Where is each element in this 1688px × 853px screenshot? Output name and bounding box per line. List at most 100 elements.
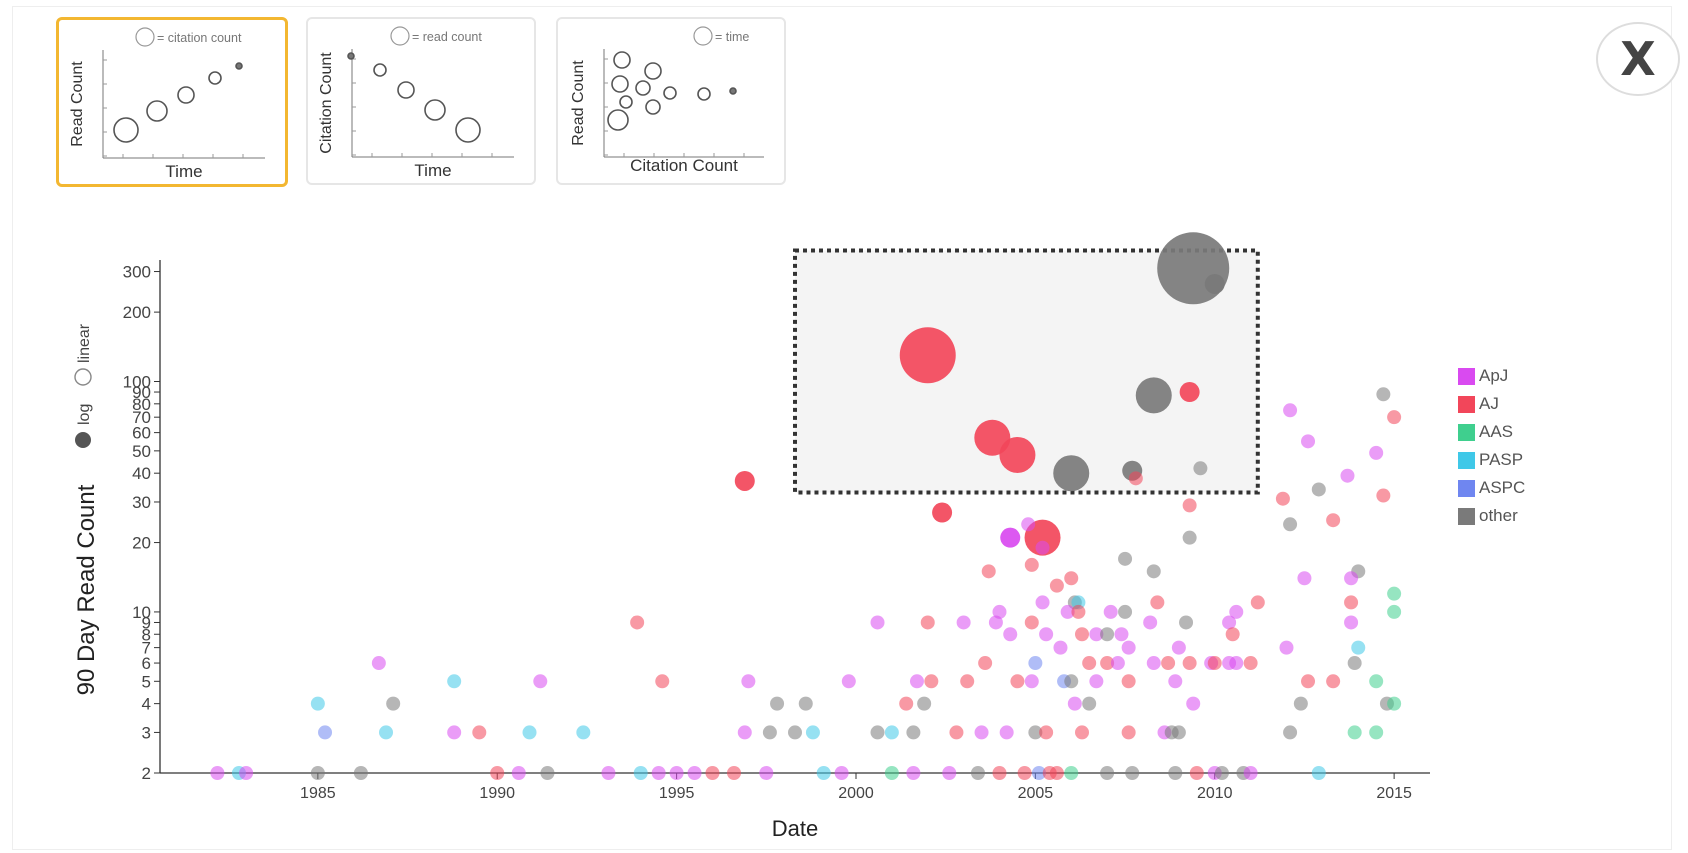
data-point [1229,656,1244,671]
y-tick-label: 30 [132,493,151,512]
thumbnail-legend-text: = read count [412,30,482,44]
y-tick-label: 10 [132,603,151,622]
data-point [970,766,985,780]
thumbnail-x-label: Time [414,161,451,180]
data-point [1193,461,1208,476]
data-point [1067,696,1082,711]
data-point [1049,578,1064,593]
thumbnail-read-count-vs-time[interactable]: = citation count Read Count Time [56,17,288,187]
data-point [1064,674,1079,689]
data-point [1229,604,1244,619]
data-point [788,725,802,740]
data-point [310,696,325,711]
data-point [1135,377,1172,414]
legend-swatch [1458,479,1475,497]
data-point [1082,656,1097,671]
data-point [1000,527,1021,548]
thumbnail-bubble [635,80,651,96]
data-point [1344,615,1359,630]
data-point [1039,627,1054,642]
y-axis-title: 90 Day Read Count [73,484,100,695]
data-point [1121,674,1136,689]
thumbnail-y-label: Read Count [570,60,587,146]
thumbnail-legend-text: = citation count [157,31,242,45]
data-point [960,674,975,689]
data-point [1003,627,1018,642]
data-point [1089,674,1104,689]
data-point [1100,766,1115,780]
data-point [727,766,742,780]
data-point [1387,586,1402,601]
data-point [1100,627,1115,642]
linear-radio-label: linear [76,323,93,363]
legend-swatch [1458,451,1475,469]
thumbnail-bubble [347,52,355,60]
log-radio-button[interactable] [75,432,91,448]
data-point [981,564,996,579]
thumbnail-bubble [607,109,629,131]
close-button[interactable]: X [1596,22,1680,96]
data-point [1214,766,1229,780]
data-point [1053,640,1068,655]
y-tick-label: 100 [123,372,151,391]
legend-swatch [1458,423,1475,441]
data-point [447,674,462,689]
data-point [1179,615,1194,630]
data-point [1150,595,1165,610]
x-tick-label: 2010 [1197,785,1233,802]
x-tick-label: 1995 [659,785,695,802]
data-point [655,674,670,689]
data-point [1024,615,1039,630]
thumbnail-bubble [397,81,415,99]
x-tick-label: 1990 [479,785,515,802]
data-point [318,725,333,740]
x-tick-label: 2005 [1018,785,1054,802]
data-point [917,696,932,711]
data-point [770,696,785,711]
data-point [1143,615,1158,630]
legend-item-apj[interactable]: ApJ [1458,362,1525,390]
thumbnail-citation-count-vs-time[interactable]: = read count Citation Count Time [306,17,536,185]
data-point [1128,471,1143,486]
data-point [805,725,820,740]
legend-label: AJ [1479,394,1499,413]
thumbnail-read-count-vs-citation-count[interactable]: = time Read Count Citation Count [556,17,786,185]
thumbnail-x-label: Time [165,162,202,181]
data-point [1024,557,1039,572]
thumbnail-plot: = citation count Read Count Time [69,27,265,181]
data-point [1243,656,1258,671]
data-point [651,766,666,780]
data-point [533,674,548,689]
thumbnail-bubble [611,75,629,93]
data-point [816,766,831,780]
legend-item-aspc[interactable]: ASPC [1458,474,1525,502]
data-point [1376,387,1391,402]
thumbnail-bubble [697,87,711,101]
legend-item-other[interactable]: other [1458,502,1525,530]
data-point [522,725,537,740]
data-point [1024,674,1039,689]
x-tick-label: 2000 [838,785,874,802]
y-tick-label: 40 [132,464,151,483]
legend-item-aj[interactable]: AJ [1458,390,1525,418]
data-point [1121,640,1136,655]
legend-item-pasp[interactable]: PASP [1458,446,1525,474]
y-tick-label: 9 [142,613,151,632]
y-tick-label: 3 [142,723,151,742]
thumbnail-y-label: Citation Count [318,52,335,154]
y-tick-label: 7 [142,639,151,658]
data-point [310,766,325,780]
data-point [1118,604,1133,619]
data-point [1064,571,1079,586]
data-point [870,615,885,630]
data-point [1369,725,1384,740]
data-point [1186,696,1201,711]
data-point [762,725,777,740]
data-point [1283,517,1298,532]
data-point [1075,725,1090,740]
data-point [540,766,555,780]
data-point [1369,674,1384,689]
legend-item-aas[interactable]: AAS [1458,418,1525,446]
thumbnail-bubble [373,63,387,77]
linear-radio-button[interactable] [74,368,92,386]
